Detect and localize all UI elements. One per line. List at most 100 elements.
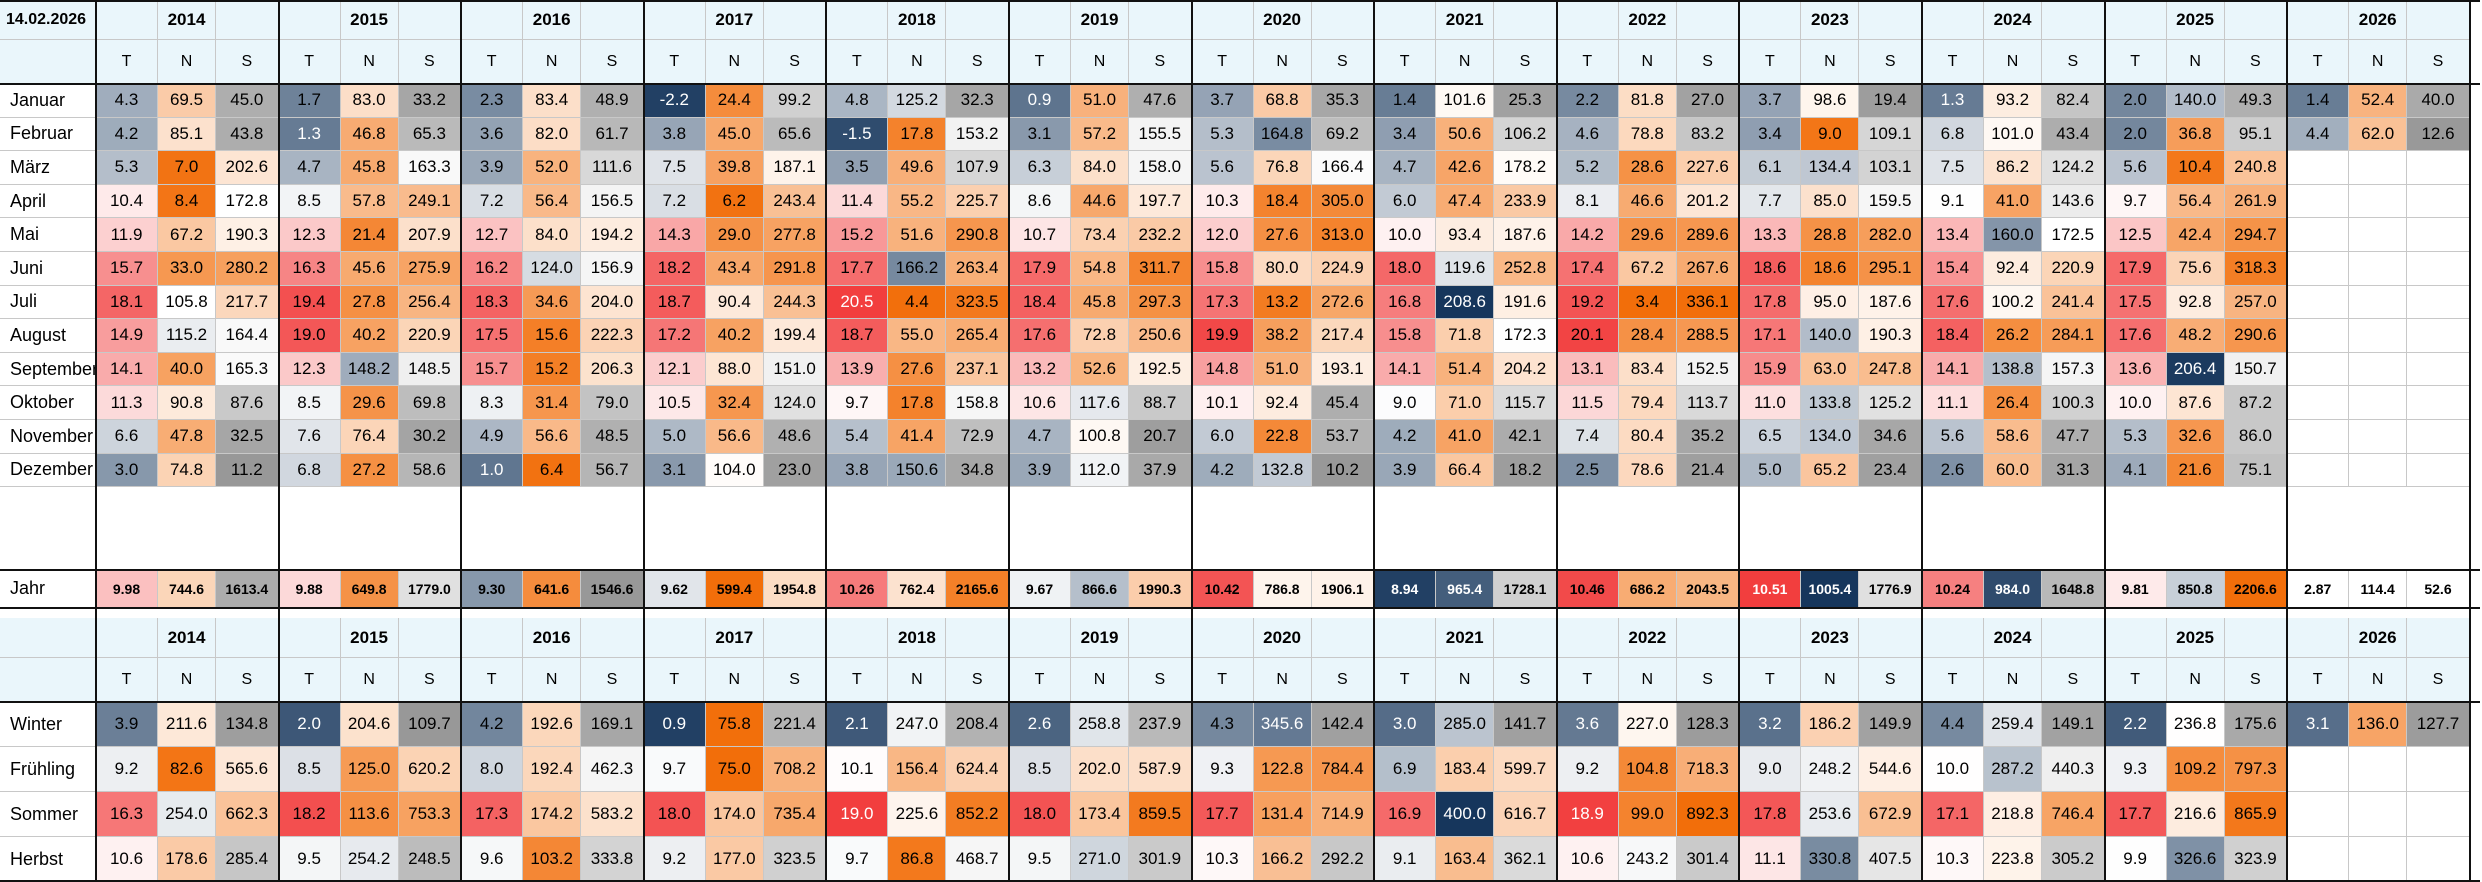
data-cell: 57.2 — [1071, 117, 1129, 152]
data-cell: 7.6 — [278, 420, 341, 454]
season-cell: 9.6 — [461, 837, 524, 882]
column-header-n: N — [1618, 658, 1677, 702]
data-cell: 47.6 — [1129, 84, 1192, 118]
data-cell: 105.8 — [158, 285, 216, 320]
season-label: Herbst — [0, 837, 96, 882]
month-label: März — [0, 151, 96, 185]
data-cell: 336.1 — [1676, 285, 1740, 320]
data-cell: 1.4 — [1374, 84, 1437, 118]
data-cell: 8.5 — [278, 184, 341, 219]
column-header-t: T — [1556, 40, 1619, 84]
data-cell: 280.2 — [216, 252, 279, 286]
column-header-n: N — [1253, 658, 1312, 702]
data-cell: 318.3 — [2224, 252, 2288, 286]
data-cell: 243.4 — [763, 184, 827, 219]
year-spacer — [96, 618, 158, 658]
data-cell: 75.6 — [2166, 252, 2225, 286]
data-cell: 53.7 — [1311, 420, 1375, 454]
data-cell: 17.5 — [2104, 285, 2167, 320]
data-cell: 0.9 — [1009, 84, 1071, 118]
column-header-s: S — [581, 658, 644, 702]
data-cell: 42.4 — [2166, 218, 2225, 252]
data-cell: 51.0 — [1071, 84, 1129, 118]
data-cell: 67.2 — [1618, 252, 1677, 286]
data-cell: 12.1 — [643, 352, 706, 387]
season-label: Sommer — [0, 792, 96, 837]
column-header-t: T — [2104, 658, 2167, 702]
data-cell: 55.0 — [888, 319, 947, 353]
season-cell: 192.4 — [523, 747, 582, 792]
year-spacer — [1009, 618, 1071, 658]
data-cell: 43.4 — [2042, 117, 2105, 152]
year-total-cell: 10.26 — [826, 570, 889, 608]
data-cell: 17.5 — [461, 319, 524, 353]
data-cell: 313.0 — [1311, 218, 1375, 252]
year-total-cell: 1728.1 — [1494, 570, 1557, 608]
data-cell: 208.6 — [1436, 285, 1495, 320]
data-cell: 1.4 — [2287, 84, 2350, 118]
season-cell: 9.0 — [1739, 747, 1802, 792]
season-cell: 127.7 — [2407, 702, 2470, 747]
data-cell: 5.3 — [1191, 117, 1254, 152]
data-cell — [2287, 319, 2350, 353]
season-cell: 852.2 — [946, 792, 1009, 837]
column-header-t: T — [278, 40, 341, 84]
data-cell: 3.0 — [96, 453, 158, 488]
season-cell: 208.4 — [946, 702, 1009, 747]
season-cell — [2407, 837, 2470, 882]
season-cell: 237.9 — [1129, 702, 1192, 747]
year-spacer — [2287, 618, 2350, 658]
data-cell: 297.3 — [1129, 285, 1192, 320]
data-cell: 152.5 — [1676, 352, 1740, 387]
data-cell: 199.4 — [763, 319, 827, 353]
season-cell — [2287, 792, 2350, 837]
year-total-cell: 1990.3 — [1129, 570, 1192, 608]
group-divider — [1921, 0, 1923, 882]
data-cell: 31.3 — [2042, 453, 2105, 488]
season-cell: 797.3 — [2224, 747, 2288, 792]
data-cell: 112.0 — [1071, 453, 1129, 488]
data-cell: 11.9 — [96, 218, 158, 252]
data-cell: 37.9 — [1129, 453, 1192, 488]
data-cell: 101.6 — [1436, 84, 1495, 118]
data-cell: 52.4 — [2349, 84, 2408, 118]
data-cell: 12.0 — [1191, 218, 1254, 252]
data-cell: 76.8 — [1253, 151, 1312, 185]
year-spacer — [1129, 618, 1192, 658]
data-cell: 220.9 — [398, 319, 462, 353]
data-cell: 19.2 — [1556, 285, 1619, 320]
data-cell: 20.7 — [1129, 420, 1192, 454]
data-cell: 17.2 — [643, 319, 706, 353]
season-cell: 128.3 — [1676, 702, 1740, 747]
data-cell: 14.1 — [96, 352, 158, 387]
data-cell: 28.8 — [1801, 218, 1860, 252]
year-header: 2016 — [523, 618, 582, 658]
year-header: 2014 — [158, 0, 216, 40]
year-spacer — [1676, 0, 1740, 40]
data-cell: 92.4 — [1984, 252, 2042, 286]
data-cell: 19.4 — [1859, 84, 1922, 118]
data-cell: 17.8 — [888, 386, 947, 420]
data-cell: 4.7 — [278, 151, 341, 185]
season-cell: 243.2 — [1618, 837, 1677, 882]
data-cell — [2349, 386, 2408, 420]
data-cell: 148.5 — [398, 352, 462, 387]
season-cell: 9.5 — [1009, 837, 1071, 882]
year-header: 2025 — [2166, 618, 2225, 658]
data-cell: 44.6 — [1071, 184, 1129, 219]
data-cell: 14.8 — [1191, 352, 1254, 387]
season-cell: 16.3 — [96, 792, 158, 837]
data-cell: 69.5 — [158, 84, 216, 118]
section-divider — [0, 83, 2480, 85]
season-cell: 211.6 — [158, 702, 216, 747]
data-cell: 109.1 — [1859, 117, 1922, 152]
season-cell: 362.1 — [1494, 837, 1557, 882]
data-cell: 20.1 — [1556, 319, 1619, 353]
season-cell: 186.2 — [1801, 702, 1860, 747]
data-cell: 5.2 — [1556, 151, 1619, 185]
column-header-n: N — [1436, 658, 1495, 702]
column-header-t: T — [2104, 40, 2167, 84]
year-header: 2014 — [158, 618, 216, 658]
year-total-cell: 762.4 — [888, 570, 947, 608]
year-spacer — [1374, 618, 1437, 658]
